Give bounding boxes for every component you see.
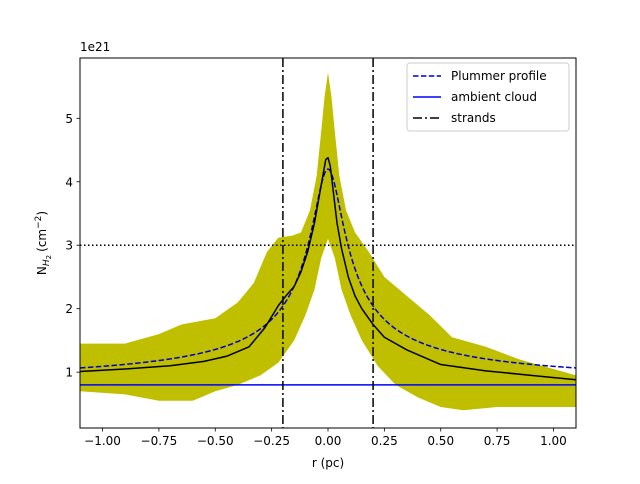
x-tick-label: 1.00 (540, 434, 567, 448)
y-tick-label: 3 (65, 239, 73, 253)
plummer-profile-line (80, 168, 576, 369)
observed-profile-line (80, 156, 576, 381)
x-tick-label: −0.75 (141, 434, 178, 448)
x-tick-label: −0.50 (197, 434, 234, 448)
y-axis-ticks: 1 2 3 4 5 (65, 112, 80, 380)
x-tick-label: 0.75 (484, 434, 511, 448)
x-axis-label: r (pc) (312, 456, 344, 470)
y-tick-label: 5 (65, 112, 73, 126)
x-tick-label: −0.25 (253, 434, 290, 448)
strand-lines (282, 58, 374, 428)
legend: Plummer profile ambient cloud strands (406, 62, 570, 132)
legend-label-strands: strands (451, 111, 496, 125)
y-offset-text: 1e21 (80, 40, 110, 54)
uncertainty-band (80, 72, 576, 411)
x-tick-label: 0.50 (427, 434, 454, 448)
x-tick-label: 0.25 (371, 434, 398, 448)
y-tick-label: 1 (65, 366, 73, 380)
legend-label-ambient: ambient cloud (451, 90, 537, 104)
x-axis-ticks: −1.00 −0.75 −0.50 −0.25 0.00 0.25 0.50 0.75 1.00 (84, 428, 567, 448)
y-axis-label: NH2(cm−2) (34, 211, 53, 275)
legend-box (406, 62, 570, 132)
x-tick-label: −1.00 (84, 434, 121, 448)
legend-label-plummer: Plummer profile (451, 69, 547, 83)
y-tick-label: 4 (65, 175, 73, 189)
x-tick-label: 0.00 (315, 434, 342, 448)
y-tick-label: 2 (65, 302, 73, 316)
plot-area (80, 58, 576, 428)
